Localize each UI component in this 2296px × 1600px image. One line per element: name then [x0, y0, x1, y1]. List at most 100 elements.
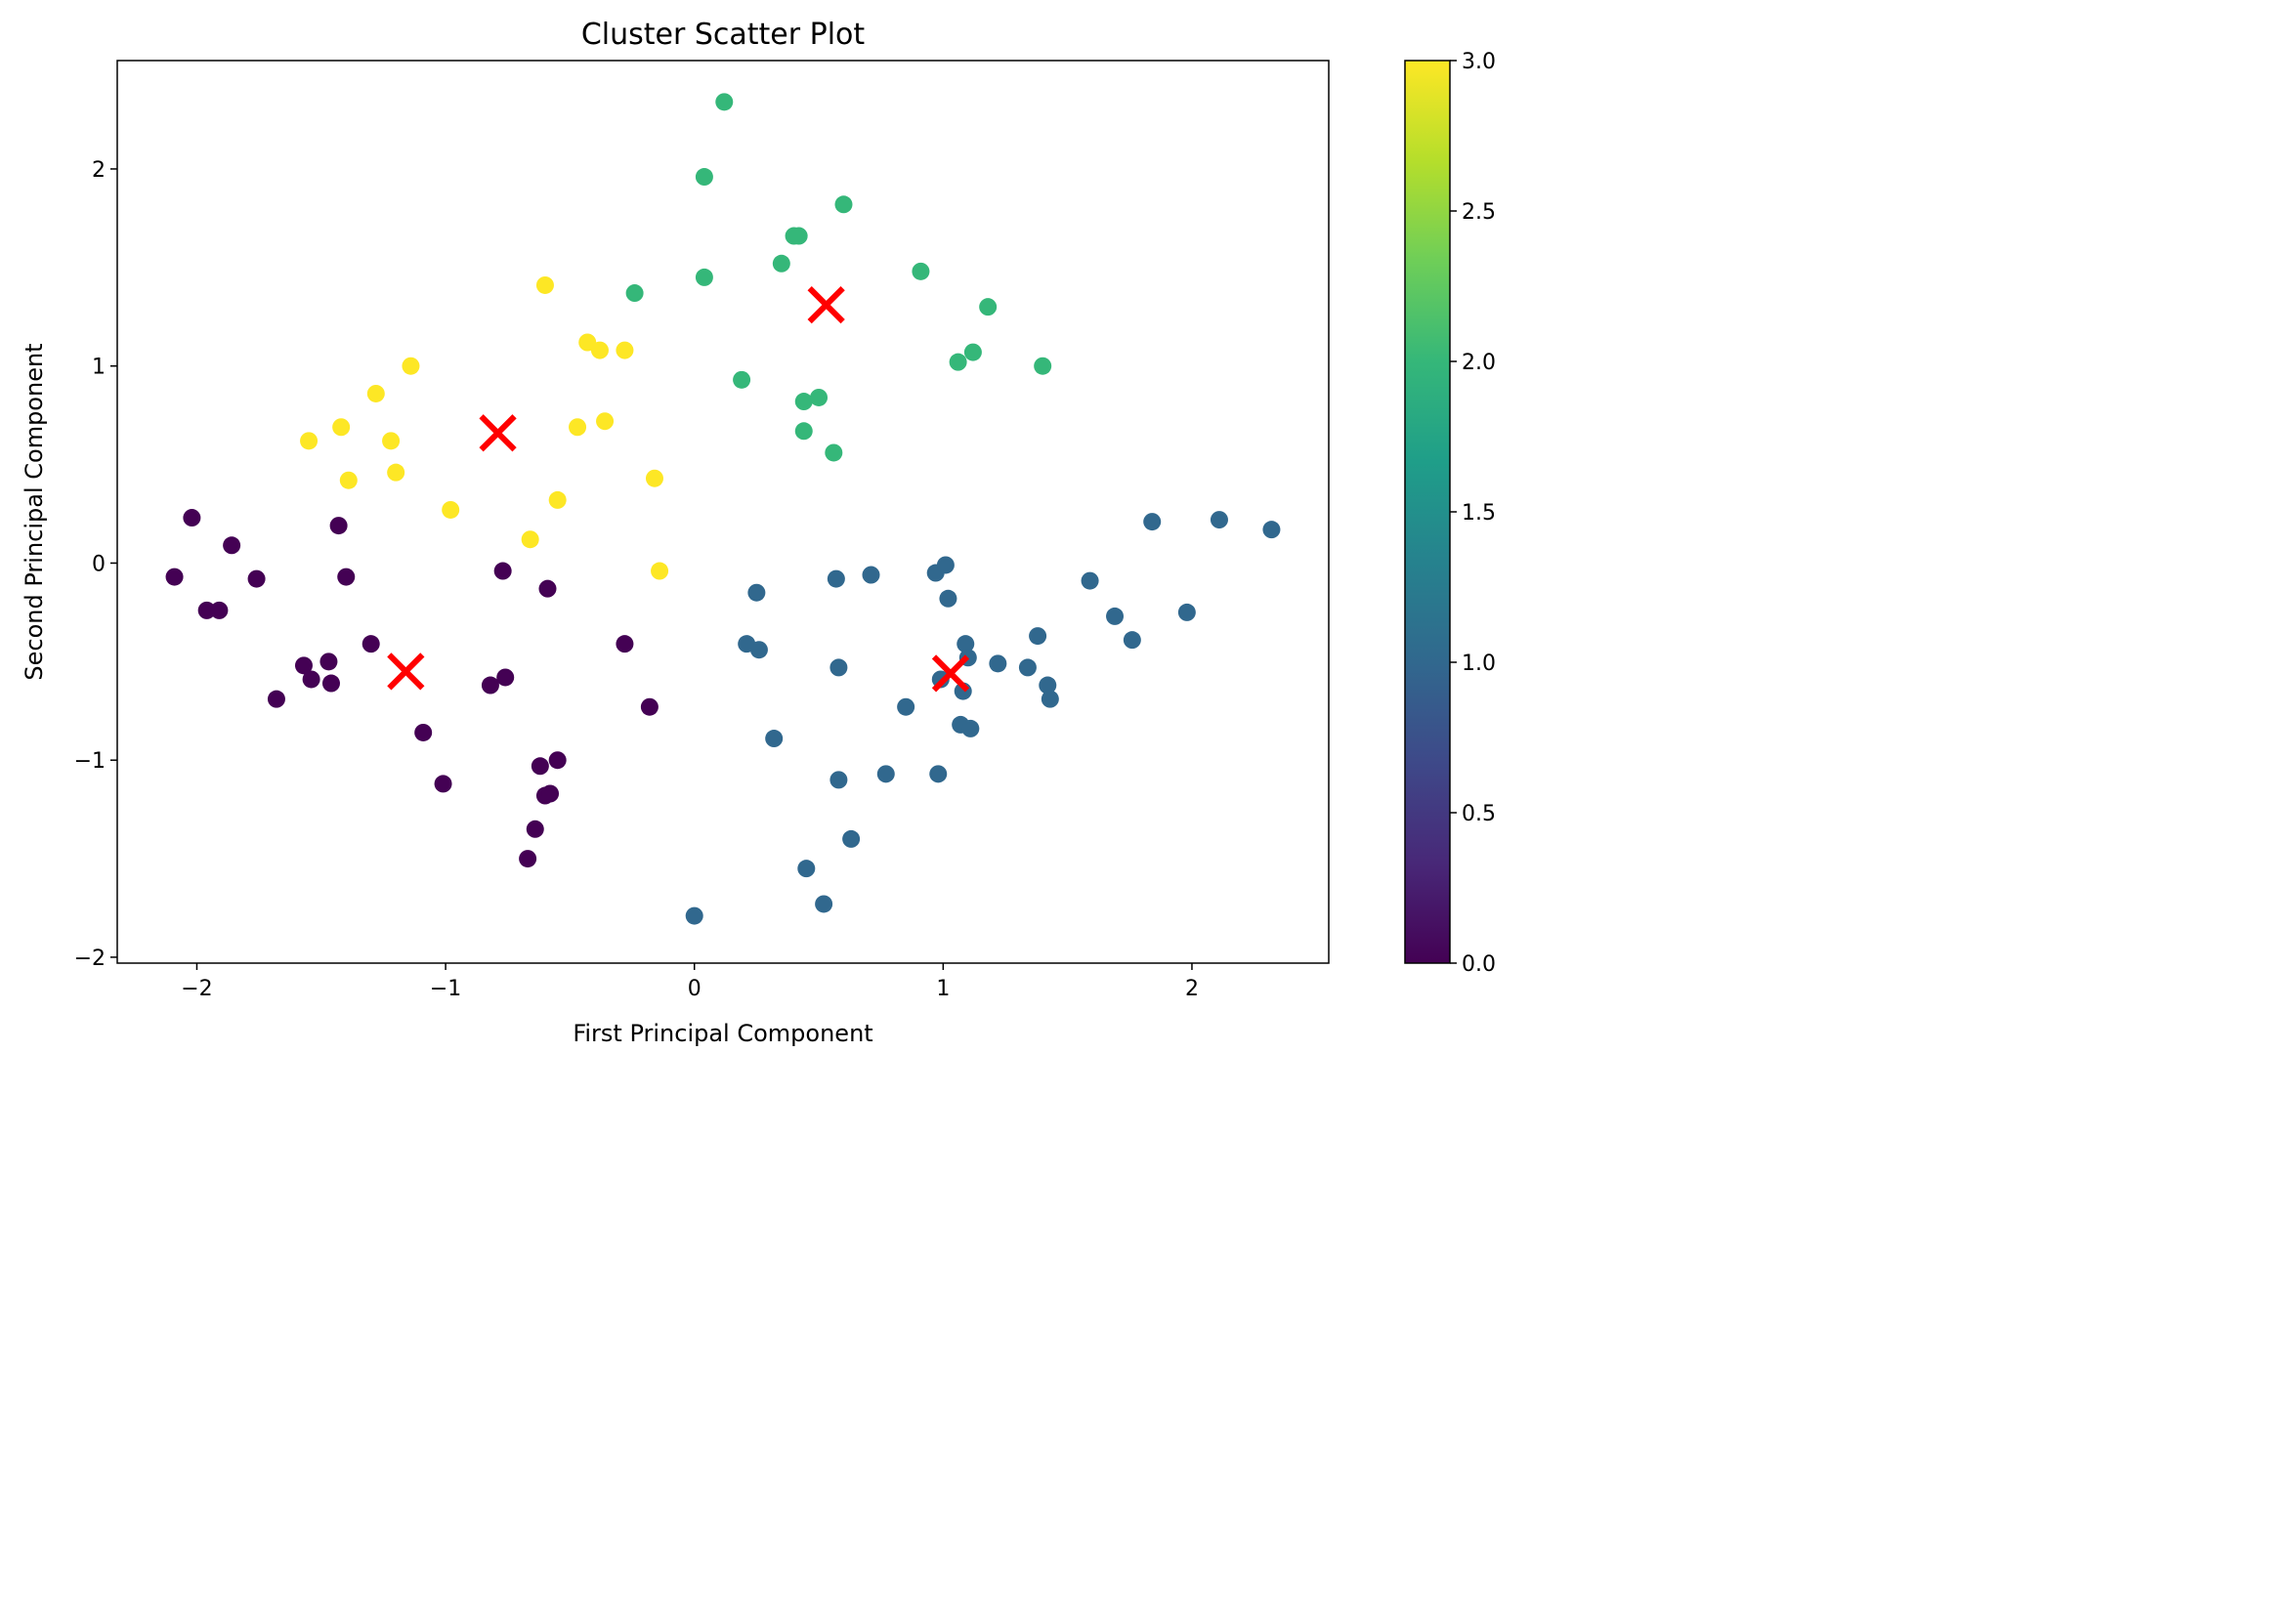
data-point — [794, 422, 813, 441]
data-point — [366, 384, 385, 402]
y-axis: −2 −1 0 1 2 — [74, 158, 117, 971]
data-point — [640, 697, 659, 716]
y-axis-label: Second Principal Component — [21, 343, 48, 680]
y-tick-label: 1 — [92, 356, 106, 380]
data-point — [876, 765, 895, 783]
data-point — [733, 370, 751, 389]
data-point — [1034, 357, 1052, 375]
x-tick-label: 0 — [688, 977, 702, 1001]
data-point — [936, 556, 955, 574]
data-point — [223, 536, 241, 555]
data-point — [979, 298, 998, 316]
data-point — [1018, 658, 1037, 677]
x-axis: −2 −1 0 1 2 — [181, 963, 1199, 1001]
data-point — [548, 490, 567, 509]
centroid-marker — [479, 414, 517, 452]
data-point — [1123, 631, 1141, 650]
data-point — [616, 341, 634, 359]
data-point — [797, 860, 816, 878]
data-point — [329, 517, 348, 535]
data-point — [929, 765, 948, 783]
x-tick-label: 1 — [936, 977, 950, 1001]
data-point — [569, 418, 587, 437]
data-point — [321, 674, 340, 693]
data-point — [590, 341, 609, 359]
chart-title: Cluster Scatter Plot — [581, 18, 866, 52]
data-point — [526, 820, 544, 838]
data-point — [961, 719, 980, 737]
data-point — [197, 601, 216, 619]
data-point — [963, 343, 982, 361]
data-point — [651, 562, 669, 580]
data-point — [616, 635, 634, 653]
data-point — [810, 388, 829, 406]
data-point — [815, 895, 833, 913]
data-point — [165, 568, 184, 586]
y-tick-label: 0 — [92, 552, 106, 576]
data-point — [541, 784, 560, 803]
data-point — [827, 569, 845, 588]
colorbar: 0.0 0.5 1.0 1.5 2.0 2.5 3.0 — [1404, 50, 1496, 977]
data-point — [1081, 571, 1099, 590]
data-point — [210, 601, 229, 619]
data-point — [715, 93, 734, 111]
data-point — [361, 635, 380, 653]
data-point — [434, 775, 452, 793]
centroid-marker — [807, 286, 845, 324]
x-tick-label: −2 — [181, 977, 212, 1001]
data-point — [300, 432, 319, 450]
data-point — [1262, 521, 1281, 539]
data-point — [247, 569, 266, 588]
colorbar-tick-label: 0.0 — [1462, 952, 1496, 977]
data-point — [749, 641, 768, 659]
data-point — [829, 658, 848, 677]
data-point — [939, 589, 957, 608]
plot-frame — [116, 60, 1330, 964]
data-point — [1106, 607, 1125, 625]
data-point — [414, 723, 433, 741]
data-point — [765, 730, 784, 748]
data-point — [1177, 603, 1196, 621]
data-point — [625, 284, 644, 303]
plot-area — [165, 93, 1281, 925]
data-point — [747, 583, 766, 602]
data-point — [339, 471, 358, 489]
data-point — [496, 668, 515, 687]
centroid-marker — [387, 653, 425, 691]
colorbar-tick-label: 2.0 — [1462, 351, 1496, 375]
data-point — [337, 568, 356, 586]
data-point — [493, 562, 512, 580]
data-point — [481, 676, 499, 695]
data-point — [772, 254, 790, 273]
data-point — [842, 829, 861, 848]
data-point — [302, 670, 320, 689]
data-point — [789, 227, 808, 245]
data-point — [294, 656, 313, 675]
colorbar-tick-label: 2.5 — [1462, 200, 1496, 225]
data-point — [794, 393, 813, 411]
data-point — [267, 690, 285, 708]
y-tick-label: 2 — [92, 158, 106, 183]
data-point — [521, 530, 539, 549]
data-point — [332, 418, 351, 437]
data-point — [442, 500, 460, 519]
data-point — [695, 168, 713, 187]
data-point — [183, 509, 201, 527]
data-point — [387, 463, 405, 482]
data-point — [402, 357, 420, 375]
data-point — [989, 654, 1007, 673]
colorbar-gradient — [1404, 60, 1451, 964]
data-point — [949, 353, 967, 371]
data-point — [957, 635, 975, 653]
data-point — [531, 757, 549, 776]
data-point — [1039, 676, 1057, 695]
data-point — [319, 653, 338, 671]
colorbar-tick-label: 1.0 — [1462, 652, 1496, 676]
data-point — [685, 906, 703, 925]
data-point — [645, 469, 663, 487]
data-point — [596, 412, 615, 431]
data-point — [825, 443, 843, 462]
data-point — [862, 566, 880, 584]
x-tick-label: 2 — [1185, 977, 1199, 1001]
colorbar-tick-label: 1.5 — [1462, 501, 1496, 526]
